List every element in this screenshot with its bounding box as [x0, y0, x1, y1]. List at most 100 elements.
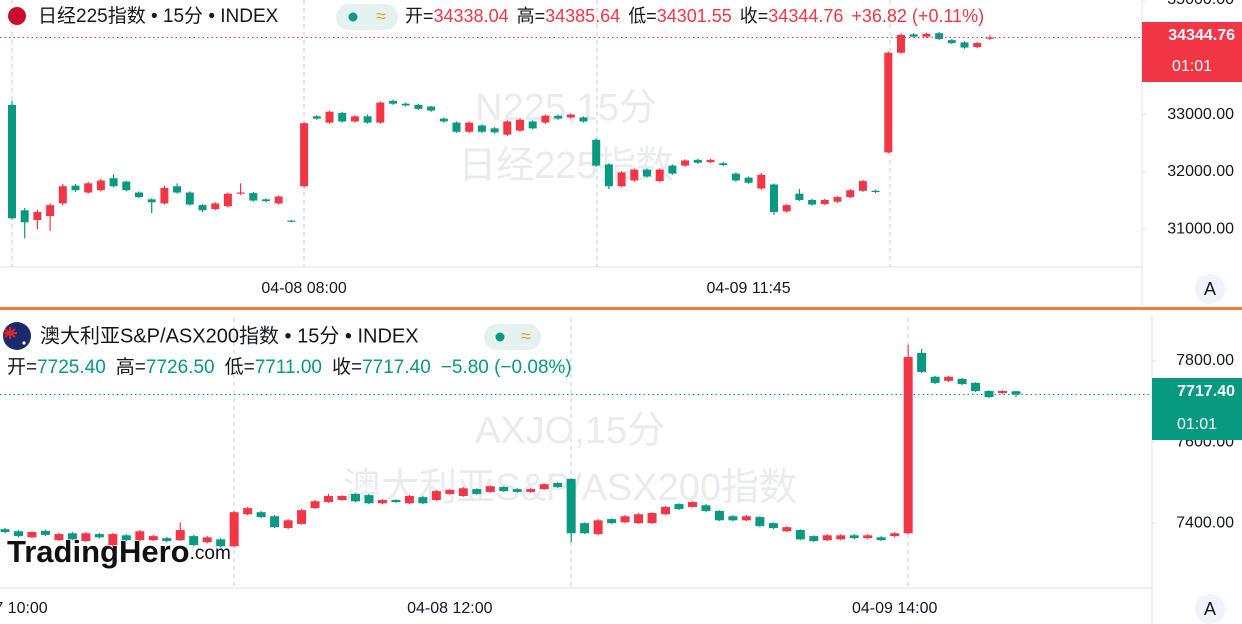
candle-body: [592, 139, 601, 166]
candle-body: [401, 103, 410, 106]
candle-body: [947, 40, 956, 43]
candle-body: [822, 535, 832, 541]
candle-body: [485, 486, 495, 492]
candle-body: [109, 178, 118, 187]
candle-body: [998, 390, 1008, 393]
candle-body: [876, 537, 886, 541]
candle-body: [71, 185, 80, 191]
close-value: 7717.40: [362, 357, 431, 378]
change-value: −5.80 (−0.08%): [441, 357, 572, 378]
auto-scale-label[interactable]: A: [1204, 599, 1216, 619]
candle-body: [13, 531, 23, 537]
y-tick-label: 33000.00: [1167, 106, 1234, 123]
candle-body: [40, 530, 50, 535]
candle-body: [643, 169, 651, 177]
candle-body: [674, 504, 684, 509]
x-tick-label: 04-09 14:00: [852, 600, 938, 617]
candle-body: [310, 501, 320, 509]
status-pill[interactable]: [484, 324, 541, 350]
candle-body: [503, 121, 512, 135]
candle-body: [620, 516, 630, 523]
candle-body: [160, 187, 169, 204]
status-pill[interactable]: [336, 4, 398, 30]
candle-body: [755, 517, 765, 526]
y-tick-label: 31000.00: [1167, 220, 1234, 237]
candle-body: [350, 493, 360, 502]
candle-body: [971, 382, 981, 391]
candle-body: [539, 484, 549, 490]
candle-body: [607, 519, 617, 524]
candle-body: [863, 535, 873, 539]
brand-name: TradingHero: [7, 534, 190, 569]
candle-body: [185, 192, 194, 205]
candle-body: [337, 495, 347, 501]
candle-body: [8, 104, 16, 219]
candle-body: [917, 352, 927, 372]
candle-body: [661, 506, 671, 515]
status-dot: [495, 332, 505, 342]
candle-body: [687, 502, 697, 507]
candle-body: [465, 122, 474, 132]
high-label: 高=: [517, 6, 546, 26]
candle-body: [20, 210, 29, 223]
candle-body: [376, 102, 385, 123]
close-label: 收=: [332, 356, 362, 378]
candle-body: [526, 489, 536, 492]
symbol-title: 澳大利亚S&P/ASX200指数 • 15分 • INDEX: [40, 324, 419, 347]
candle-body: [391, 500, 401, 503]
flag-icon: [8, 7, 26, 25]
candle-body: [270, 516, 280, 528]
candle-body: [122, 181, 131, 191]
candle-body: [634, 514, 644, 524]
watermark: N225,15分: [475, 87, 657, 129]
candle-body: [121, 535, 131, 541]
candle-body: [782, 527, 792, 532]
price-label-box: [1152, 378, 1242, 440]
candle-body: [580, 523, 590, 534]
candle-body: [744, 177, 753, 183]
candle-body: [553, 483, 563, 488]
candle-body: [431, 491, 441, 501]
candle-body: [414, 104, 423, 109]
candle-body: [84, 183, 93, 193]
candle-body: [0, 529, 10, 533]
candle-body: [593, 520, 603, 535]
low-value: 34301.55: [657, 6, 732, 26]
ohlc-legend: 开=34338.04 高=34385.64 低=34301.55 收=34344.76…: [405, 6, 984, 26]
candle-body: [229, 512, 239, 547]
top-panel: [0, 0, 1242, 305]
candle-body: [579, 117, 588, 122]
candle-body: [377, 500, 387, 504]
candle-body: [283, 520, 293, 528]
candle-body: [162, 538, 172, 541]
candle-body: [499, 487, 509, 492]
candle-body: [681, 160, 690, 166]
candle-body: [445, 489, 455, 494]
candle-body: [836, 535, 846, 540]
candle-body: [731, 173, 740, 181]
pill-symbol: ≈: [376, 6, 386, 26]
open-value: 7725.40: [37, 357, 106, 378]
candle-body: [701, 505, 711, 511]
price-label: 34344.76: [1168, 27, 1235, 44]
auto-scale-button[interactable]: [1195, 594, 1225, 624]
auto-scale-label[interactable]: A: [1204, 279, 1216, 299]
candle-body: [647, 513, 657, 524]
candle-body: [820, 199, 829, 204]
close-value: 34344.76: [768, 6, 843, 26]
candle-body: [175, 530, 185, 541]
candle-body: [363, 116, 372, 123]
candle-body: [46, 205, 55, 217]
candle-body: [472, 489, 482, 494]
candle-body: [930, 376, 940, 383]
symbol-title: 日经225指数 • 15分 • INDEX: [38, 5, 279, 27]
brand-suffix: .com: [190, 543, 231, 564]
auto-scale-button[interactable]: [1195, 274, 1225, 304]
x-tick-label: 04-07 10:00: [0, 600, 48, 617]
candle-body: [985, 37, 994, 39]
candle-body: [477, 125, 486, 132]
candle-body: [350, 116, 359, 122]
candle-body: [871, 190, 880, 192]
candle-body: [714, 510, 724, 521]
